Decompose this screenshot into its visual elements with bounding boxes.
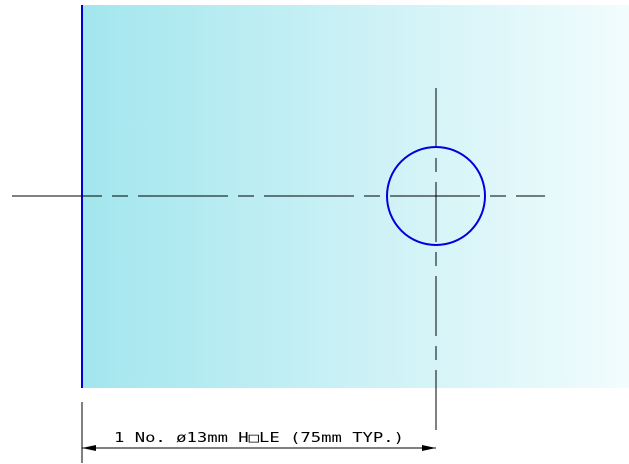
dimension-arrow-left xyxy=(82,445,96,451)
dimension-label: 1 No. ø13mm H□LE (75mm TYP.) xyxy=(114,431,404,446)
dimension-arrow-right xyxy=(422,445,436,451)
hole-circle xyxy=(386,146,486,246)
